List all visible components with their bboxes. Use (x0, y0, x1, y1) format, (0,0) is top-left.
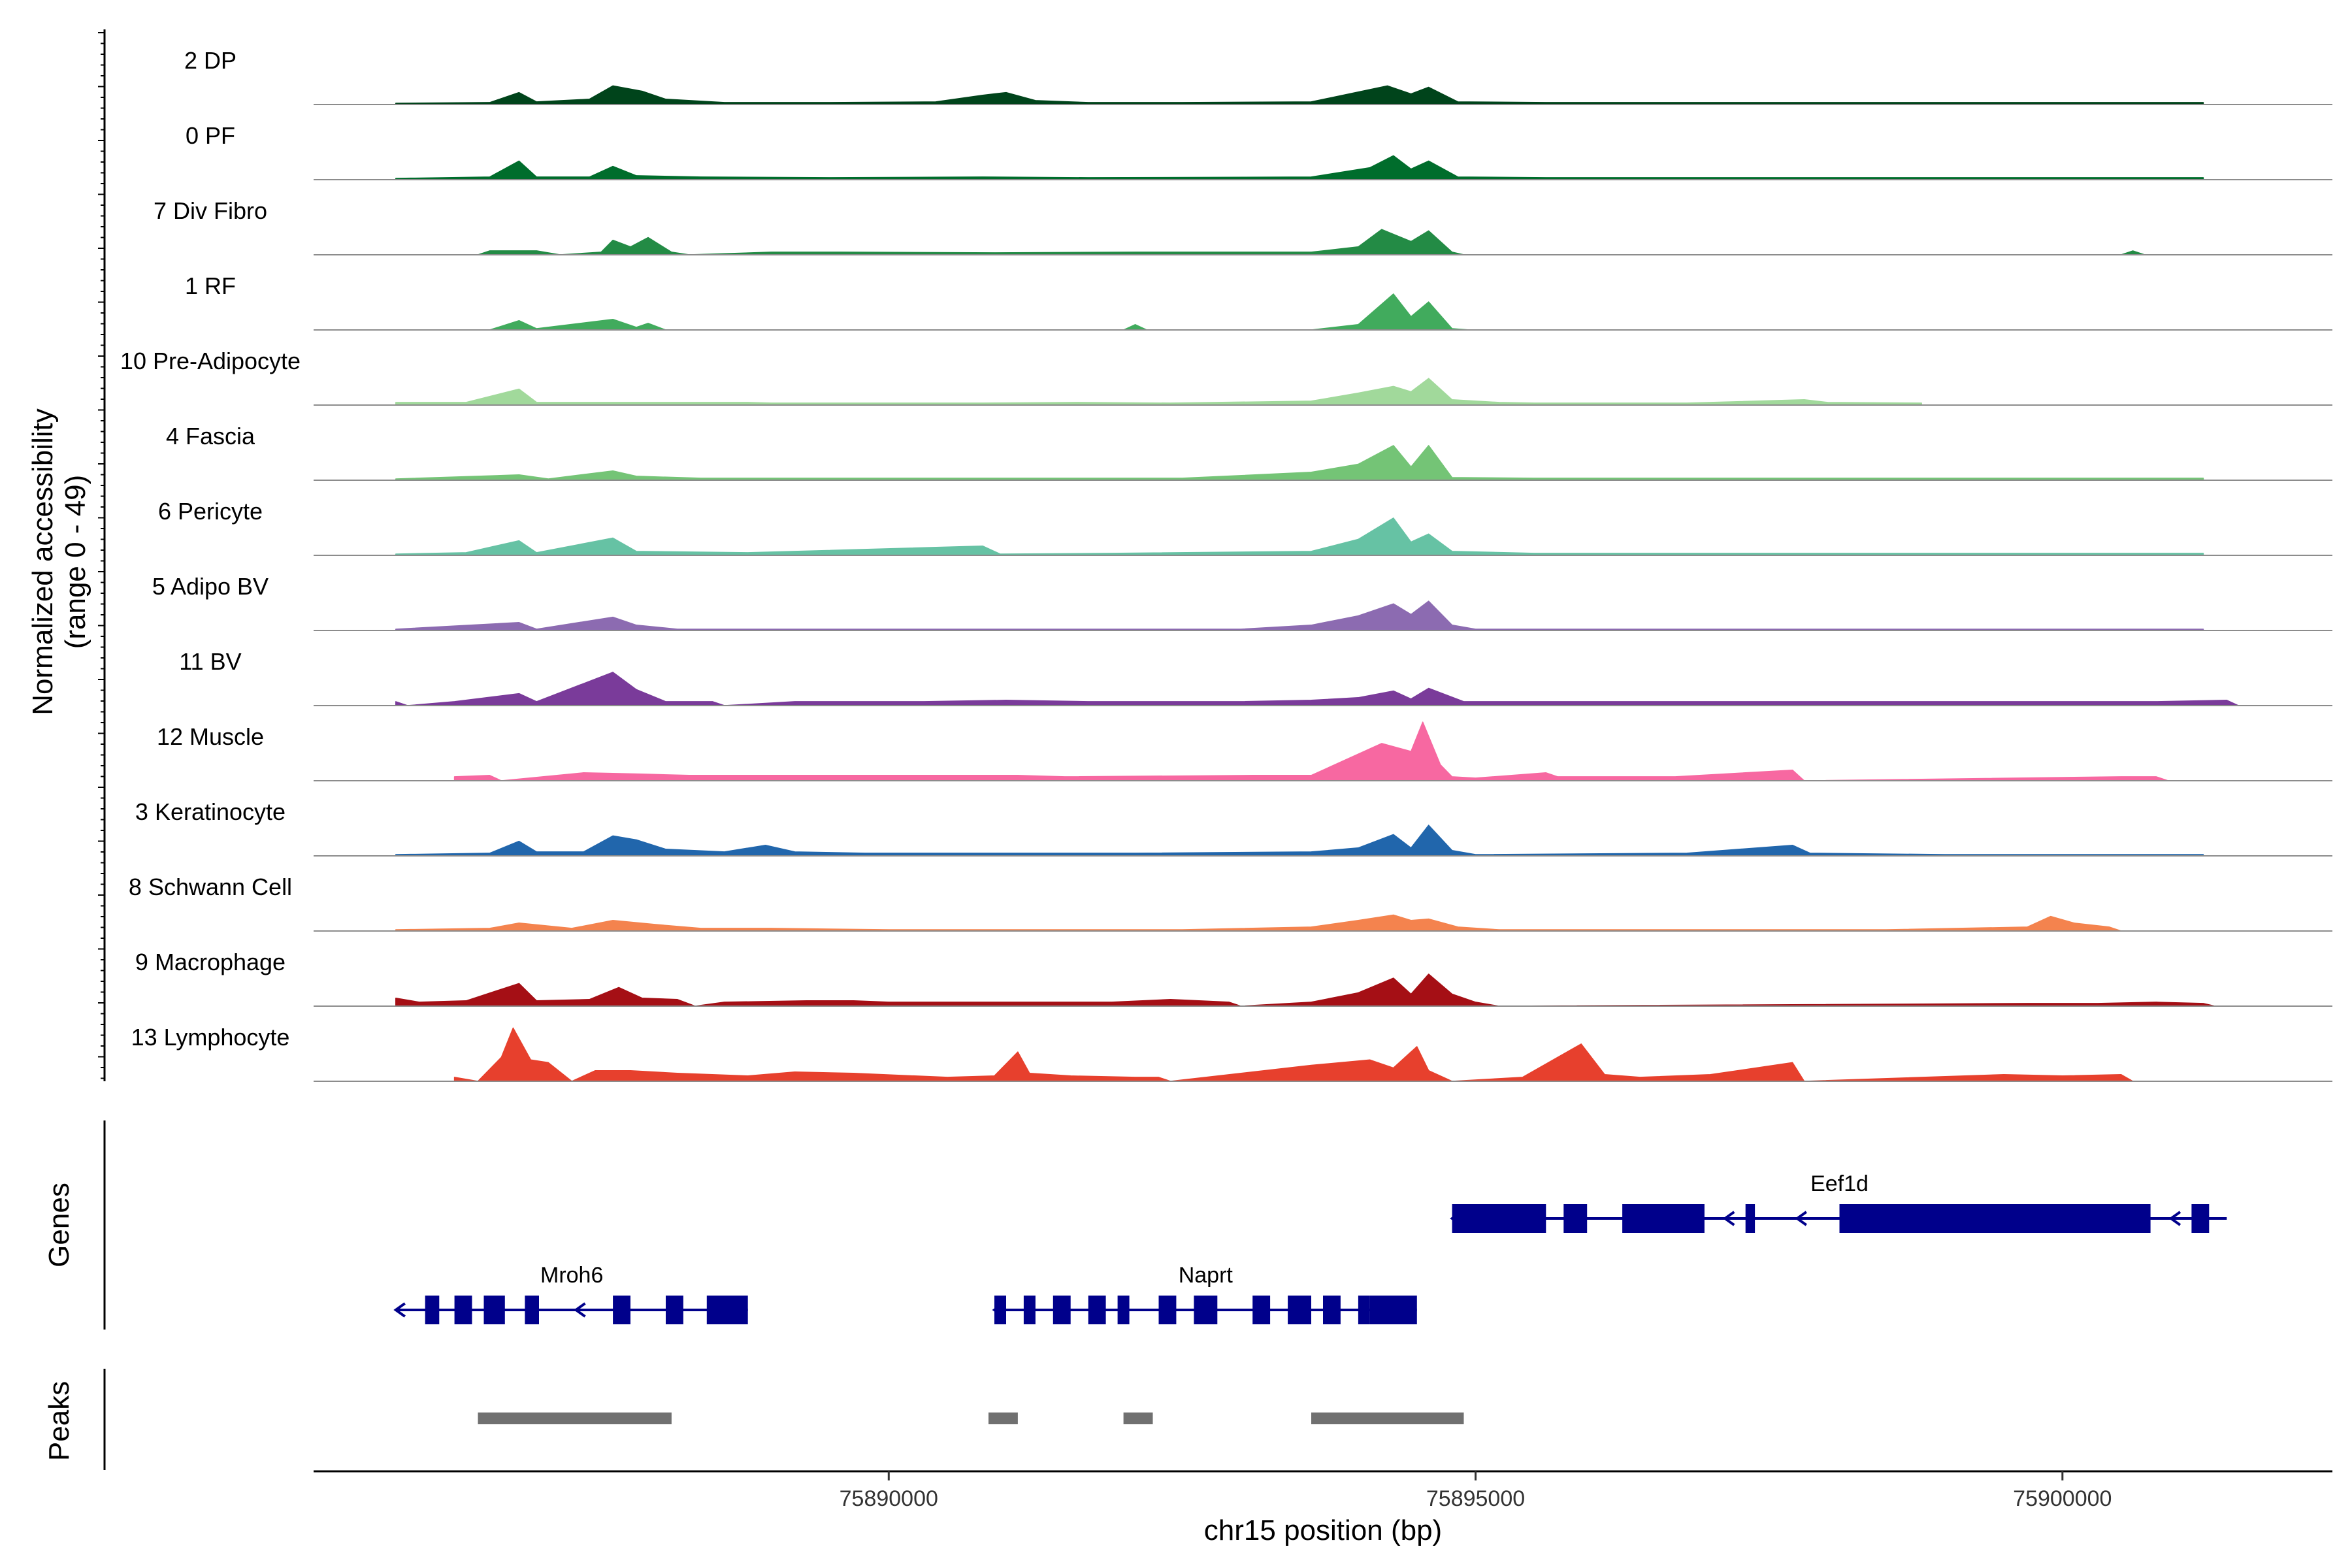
gene-label-naprt: Naprt (1179, 1263, 1233, 1288)
gene-label-mroh6: Mroh6 (540, 1263, 603, 1288)
track-label-2-dp: 2 DP (184, 47, 237, 74)
exon-naprt (1158, 1296, 1177, 1324)
strand-arrow (1795, 1211, 1807, 1226)
coverage-area-6-pericyte (395, 517, 2204, 556)
exon-mroh6 (666, 1296, 683, 1324)
coverage-area-11-bv (395, 672, 2240, 706)
exon-naprt (1117, 1296, 1130, 1324)
track-label-7-div-fibro: 7 Div Fibro (154, 197, 267, 224)
x-axis-ticks: 75890000 75895000 75900000 (840, 1471, 2112, 1511)
exon-naprt (1023, 1296, 1036, 1324)
coverage-area-12-muscle (453, 721, 2169, 781)
coverage-tracks (314, 85, 2332, 1082)
gene-models: Eef1d Mroh6 Naprt (393, 1171, 2227, 1324)
coverage-area-1-rf (489, 293, 1471, 331)
x-tick-label: 75895000 (1426, 1486, 1525, 1511)
strand-arrow (2168, 1211, 2181, 1226)
peak-bar (1123, 1413, 1153, 1424)
exon-naprt (1053, 1296, 1071, 1324)
strand-arrow (574, 1302, 586, 1318)
track-label-0-pf: 0 PF (186, 122, 235, 149)
exon-mroh6 (525, 1296, 539, 1324)
coverage-area-8-schwann-cell (395, 914, 2122, 932)
exon-mroh6 (706, 1296, 748, 1324)
exon-naprt (1252, 1296, 1271, 1324)
gene-label-eef1d: Eef1d (1810, 1171, 1869, 1196)
exon-naprt (1194, 1296, 1218, 1324)
peaks-panel-label: Peaks (43, 1381, 75, 1461)
coverage-area-13-lymphocyte (453, 1027, 2134, 1082)
coverage-area-4-fascia (395, 445, 2204, 481)
x-axis-title: chr15 position (bp) (1204, 1514, 1442, 1546)
track-label-5-adipo-bv: 5 Adipo BV (152, 573, 269, 600)
exon-eef1d (1622, 1204, 1705, 1233)
exon-naprt (1369, 1296, 1417, 1324)
track-label-6-pericyte: 6 Pericyte (158, 498, 263, 525)
accessibility-axis-ticks (98, 32, 105, 1079)
exon-mroh6 (454, 1296, 472, 1324)
exon-mroh6 (425, 1296, 440, 1324)
genes-panel-label: Genes (43, 1183, 75, 1267)
track-label-1-rf: 1 RF (185, 272, 236, 299)
track-label-11-bv: 11 BV (179, 648, 241, 675)
y-axis-title: Normalized accessibility (27, 408, 59, 715)
exon-mroh6 (483, 1296, 505, 1324)
coverage-area-2-dp (395, 85, 2204, 105)
exon-naprt (994, 1296, 1006, 1324)
coverage-area-0-pf (395, 155, 2204, 180)
exon-naprt (1323, 1296, 1341, 1324)
peak-bar (478, 1413, 672, 1424)
x-tick-label: 75900000 (2013, 1486, 2112, 1511)
coverage-area-10-pre-adipocyte (395, 378, 1922, 406)
exon-eef1d (2191, 1204, 2210, 1233)
strand-arrow (393, 1302, 406, 1318)
coverage-area-5-adipo-bv (395, 600, 2204, 631)
strand-arrow (1722, 1211, 1735, 1226)
track-label-10-pre-adipocyte: 10 Pre-Adipocyte (120, 348, 301, 374)
track-label-3-keratinocyte: 3 Keratinocyte (135, 798, 286, 825)
exon-eef1d (1563, 1204, 1588, 1233)
exon-eef1d (1452, 1204, 1546, 1233)
x-tick-label: 75890000 (840, 1486, 938, 1511)
exon-eef1d (1839, 1204, 2151, 1233)
peak-bar (1311, 1413, 1464, 1424)
track-label-8-schwann-cell: 8 Schwann Cell (129, 874, 292, 900)
track-label-12-muscle: 12 Muscle (157, 723, 264, 750)
exon-eef1d (1745, 1204, 1756, 1233)
exon-naprt (1088, 1296, 1106, 1324)
coverage-area-3-keratinocyte (395, 825, 2204, 857)
peak-bars (478, 1413, 1464, 1424)
coverage-area-9-macrophage (395, 973, 2216, 1007)
exon-mroh6 (613, 1296, 630, 1324)
track-label-4-fascia: 4 Fascia (166, 423, 255, 449)
exon-naprt (1358, 1296, 1370, 1324)
exon-naprt (1288, 1296, 1311, 1324)
coverage-area-7-div-fibro (477, 229, 2146, 255)
peak-bar (988, 1413, 1018, 1424)
track-labels: 2 DP 0 PF 7 Div Fibro 1 RF 10 Pre-Adipocyte 4… (120, 47, 301, 1051)
track-label-9-macrophage: 9 Macrophage (135, 949, 286, 975)
y-axis-subtitle: (range 0 - 49) (59, 475, 91, 649)
track-label-13-lymphocyte: 13 Lymphocyte (131, 1024, 290, 1051)
